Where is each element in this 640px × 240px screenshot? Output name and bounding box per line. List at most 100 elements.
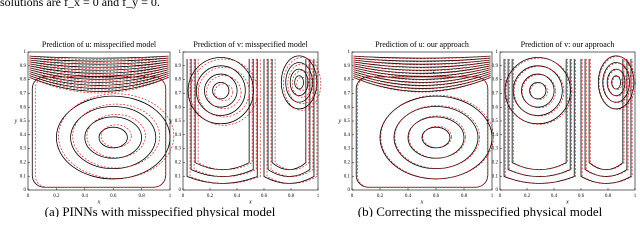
y-tick-label: 1 [24, 50, 27, 55]
contour [353, 59, 491, 66]
contour [204, 73, 238, 108]
panel-title: Prediction of v: our approach [521, 40, 615, 49]
x-tick-label: 1 [317, 194, 320, 199]
contour [611, 75, 621, 90]
contour [353, 67, 491, 78]
y-tick-label: 0.4 [492, 133, 499, 138]
x-tick-label: 1 [169, 194, 172, 199]
contours-solid [29, 55, 171, 188]
contour [29, 57, 169, 64]
y-tick-label: 0.3 [344, 147, 351, 152]
contour [190, 58, 254, 177]
contour [189, 58, 258, 126]
contours-dashed [504, 56, 636, 184]
y-axis-label: y [338, 118, 342, 124]
contour [29, 71, 169, 85]
contour [589, 58, 625, 171]
contour [602, 62, 630, 103]
contour [271, 58, 307, 171]
contour [31, 76, 167, 188]
contour [214, 83, 234, 101]
contour [380, 94, 494, 180]
x-tick-label: 0.8 [288, 194, 295, 199]
y-tick-label: 0.5 [492, 119, 499, 124]
contour [521, 73, 555, 108]
y-tick-label: 0 [348, 188, 351, 193]
contour [266, 58, 318, 184]
contour [512, 65, 563, 116]
contour [193, 58, 257, 177]
contour [508, 58, 572, 177]
x-tick-label: 0.4 [551, 194, 558, 199]
contour [394, 105, 480, 169]
y-tick-label: 0.6 [492, 105, 499, 110]
contour [353, 65, 491, 75]
x-tick-label: 0.4 [82, 194, 89, 199]
contour [603, 62, 632, 104]
contour [581, 58, 633, 184]
y-tick-label: 0.5 [344, 119, 351, 124]
contour [29, 67, 169, 79]
x-tick-label: 0.4 [234, 194, 241, 199]
y-tick-label: 0.7 [175, 92, 182, 97]
y-tick-label: 0.7 [492, 92, 499, 97]
y-tick-label: 0.9 [175, 64, 182, 69]
contour [29, 67, 169, 77]
contour [58, 93, 175, 179]
contour [34, 76, 167, 188]
y-tick-label: 0.8 [175, 78, 182, 83]
y-tick-label: 0.2 [492, 161, 499, 166]
y-tick-label: 0.1 [20, 174, 27, 179]
contour [29, 65, 169, 76]
contour [29, 55, 169, 59]
x-axis-label: x [97, 199, 101, 205]
y-tick-label: 1 [496, 50, 499, 55]
contour [29, 61, 169, 70]
y-tick-label: 0.6 [175, 105, 182, 110]
y-tick-label: 0.1 [344, 174, 351, 179]
contour [29, 55, 169, 60]
y-tick-label: 0.4 [20, 133, 27, 138]
contour [29, 59, 169, 65]
y-tick-label: 1 [179, 50, 182, 55]
contour [294, 75, 304, 90]
y-tick-label: 0.9 [492, 64, 499, 69]
y-axis-label: y [14, 118, 18, 124]
x-tick-label: 0.2 [377, 194, 384, 199]
x-tick-label: 1 [491, 194, 494, 199]
contour [29, 63, 169, 73]
contour [357, 76, 489, 188]
plot-frame [182, 51, 319, 191]
contour [530, 82, 548, 100]
contour [585, 58, 629, 177]
contour [408, 115, 466, 159]
contour [29, 75, 169, 89]
contour [588, 58, 624, 171]
contour [353, 73, 491, 87]
contour [29, 73, 169, 88]
contour [29, 57, 169, 62]
contour [296, 76, 308, 91]
contour [29, 77, 169, 92]
contour [612, 75, 623, 90]
caption: (b) Correcting the misspecified physical… [358, 204, 603, 217]
x-tick-label: 0 [351, 194, 354, 199]
plot-frame [351, 51, 493, 191]
x-tick-label: 0.6 [110, 194, 117, 199]
y-tick-label: 0.5 [20, 119, 27, 124]
panel-title: Prediction of u: misspecified model [42, 40, 157, 49]
y-tick-label: 0.2 [20, 161, 27, 166]
contour [194, 58, 250, 171]
x-tick-label: 0.8 [138, 194, 145, 199]
y-axis-label: y [169, 118, 173, 124]
contours-solid [353, 55, 493, 188]
contour [607, 69, 627, 97]
y-tick-label: 0 [24, 188, 27, 193]
contours-dashed [353, 55, 494, 188]
y-axis-label: y [486, 118, 490, 124]
contour [353, 77, 491, 93]
panel-title: Prediction of u: our approach [375, 40, 469, 49]
contour [29, 63, 169, 71]
y-tick-label: 0.1 [492, 174, 499, 179]
y-tick-label: 1 [348, 50, 351, 55]
